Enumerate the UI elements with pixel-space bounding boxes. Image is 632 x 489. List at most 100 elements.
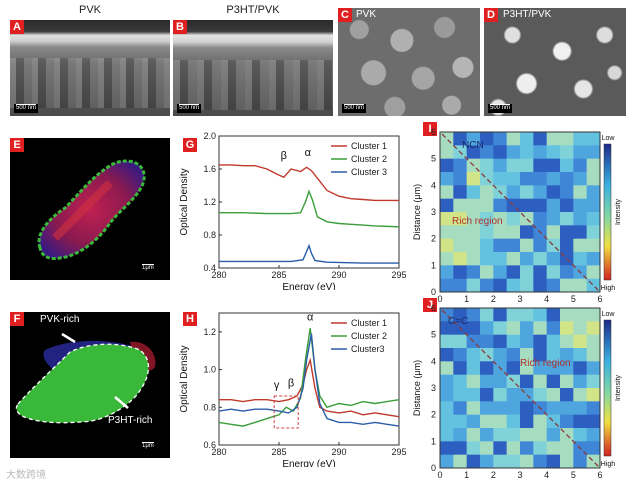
map-j-region-label: Rich region	[520, 358, 571, 369]
map-i-cell	[506, 132, 521, 146]
map-j-cell	[493, 454, 508, 469]
map-i-cell	[546, 212, 561, 226]
map-j-cell	[440, 374, 454, 389]
chart-h-ylabel: Optical Density	[179, 345, 190, 412]
map-j-cell	[546, 388, 561, 402]
map-j-cell	[480, 321, 494, 336]
map-i-cell	[440, 238, 454, 253]
map-i-cell	[480, 278, 494, 293]
map-j-cell	[493, 374, 508, 389]
chart-h-series-line-1	[219, 357, 400, 418]
map-j-cell	[560, 374, 574, 389]
map-i-cell	[480, 265, 494, 280]
map-i-cell	[466, 238, 481, 253]
map-i-colorbar-title: Intensity	[615, 198, 622, 225]
map-i-cell	[560, 198, 574, 213]
map-j-cell	[546, 428, 561, 442]
chart-h-ytick-label: 1.2	[203, 327, 216, 337]
panel-d-letter: D	[484, 8, 498, 22]
map-i-cell	[440, 225, 454, 240]
map-j-cell	[506, 348, 521, 362]
map-i-ylabel: Distance (μm)	[412, 184, 422, 240]
chart-g-xtick-label: 295	[391, 270, 406, 280]
map-i-cell	[546, 198, 561, 213]
map-i-cell	[440, 198, 454, 213]
map-j-cell	[480, 388, 494, 402]
map-i-ytick-label: 5	[431, 154, 436, 164]
map-i-xtick-label: 5	[571, 294, 576, 302]
map-j-cell	[560, 321, 574, 336]
map-i-cell	[440, 172, 454, 186]
map-j-cell	[586, 414, 601, 429]
panel-i-letter: I	[423, 122, 437, 136]
map-j-cell	[520, 361, 534, 376]
map-j-colorbar-low: Low	[602, 311, 616, 318]
map-i-colorbar-high: High	[601, 285, 616, 292]
panel-f-letter: F	[10, 312, 24, 326]
map-i-xtick-label: 1	[464, 294, 469, 302]
chart-g-ytick-label: 1.6	[203, 164, 216, 174]
map-j-ytick-label: 3	[431, 383, 436, 393]
map-i-cell	[440, 158, 454, 173]
map-i-cell	[493, 252, 508, 266]
map-j-cell	[546, 454, 561, 469]
map-j-cell	[520, 308, 534, 322]
map-j-cell	[466, 308, 481, 322]
map-i-cell	[506, 158, 521, 173]
map-i-xtick-label: 2	[491, 294, 496, 302]
chart-g-xtick-label: 285	[271, 270, 286, 280]
chart-h-series-line-2	[218, 327, 400, 427]
map-i-ytick-label: 1	[431, 260, 436, 270]
chart-h-ytick-label: 0.6	[203, 440, 216, 450]
map-i-cell	[560, 265, 574, 280]
map-j-cell	[573, 454, 588, 469]
map-j-cell	[520, 414, 534, 429]
map-i-cell	[480, 132, 494, 146]
map-j-cell	[466, 361, 481, 376]
map-i-ytick-label: 4	[431, 180, 436, 190]
chart-h: 280 285 290 295 0.6 0.8 1.0 1.2 Energy (eV) Optic…	[179, 312, 407, 467]
panel-f-particle	[15, 332, 156, 424]
map-i-cell	[546, 265, 561, 280]
map-i-cell	[573, 145, 588, 160]
map-i-cell	[560, 278, 574, 293]
map-i-cell	[573, 238, 588, 253]
map-j-cell	[440, 428, 454, 442]
chart-h-highlight-box	[273, 395, 299, 429]
map-j-colorbar-high: High	[601, 461, 616, 468]
map-j-xtick-label: 2	[491, 470, 496, 478]
map-j-xtick-label: 4	[544, 470, 549, 478]
panel-c-letter: C	[338, 8, 352, 22]
map-i-cell	[573, 225, 588, 240]
map-i-cell	[586, 212, 601, 226]
map-i-cell	[453, 172, 468, 186]
chart-g-annotation-1: β	[281, 150, 287, 162]
map-i-cell	[533, 158, 548, 173]
map-j-cell	[533, 361, 548, 376]
map-i-cell	[493, 158, 508, 173]
map-j-cell	[466, 374, 481, 389]
map-j-ytick-label: 6	[431, 303, 436, 313]
map-i-cell	[466, 252, 481, 266]
panel-f-image	[10, 312, 170, 458]
map-j-cell	[533, 414, 548, 429]
panel-d-title: P3HT/PVK	[503, 9, 552, 20]
map-i-region-label: Rich region	[452, 216, 503, 227]
map-j-cell	[573, 308, 588, 322]
map-i-cell	[573, 185, 588, 200]
map-i-cell	[533, 172, 548, 186]
map-j-cell	[493, 348, 508, 362]
panel-f-scalebar: 1μm	[140, 442, 156, 451]
map-i-cell	[573, 158, 588, 173]
map-i-cell	[573, 212, 588, 226]
map-i-cell	[560, 238, 574, 253]
map-j-cell	[573, 361, 588, 376]
map-i-cell	[560, 212, 574, 226]
chart-h-ytick-label: 0.8	[203, 402, 216, 412]
map-i-cell	[533, 185, 548, 200]
map-i-cell	[506, 185, 521, 200]
map-i-cell	[480, 238, 494, 253]
panel-c-scalebar: 500 nm	[342, 104, 367, 113]
map-j-cell	[466, 401, 481, 416]
map-j-cell	[533, 308, 548, 322]
